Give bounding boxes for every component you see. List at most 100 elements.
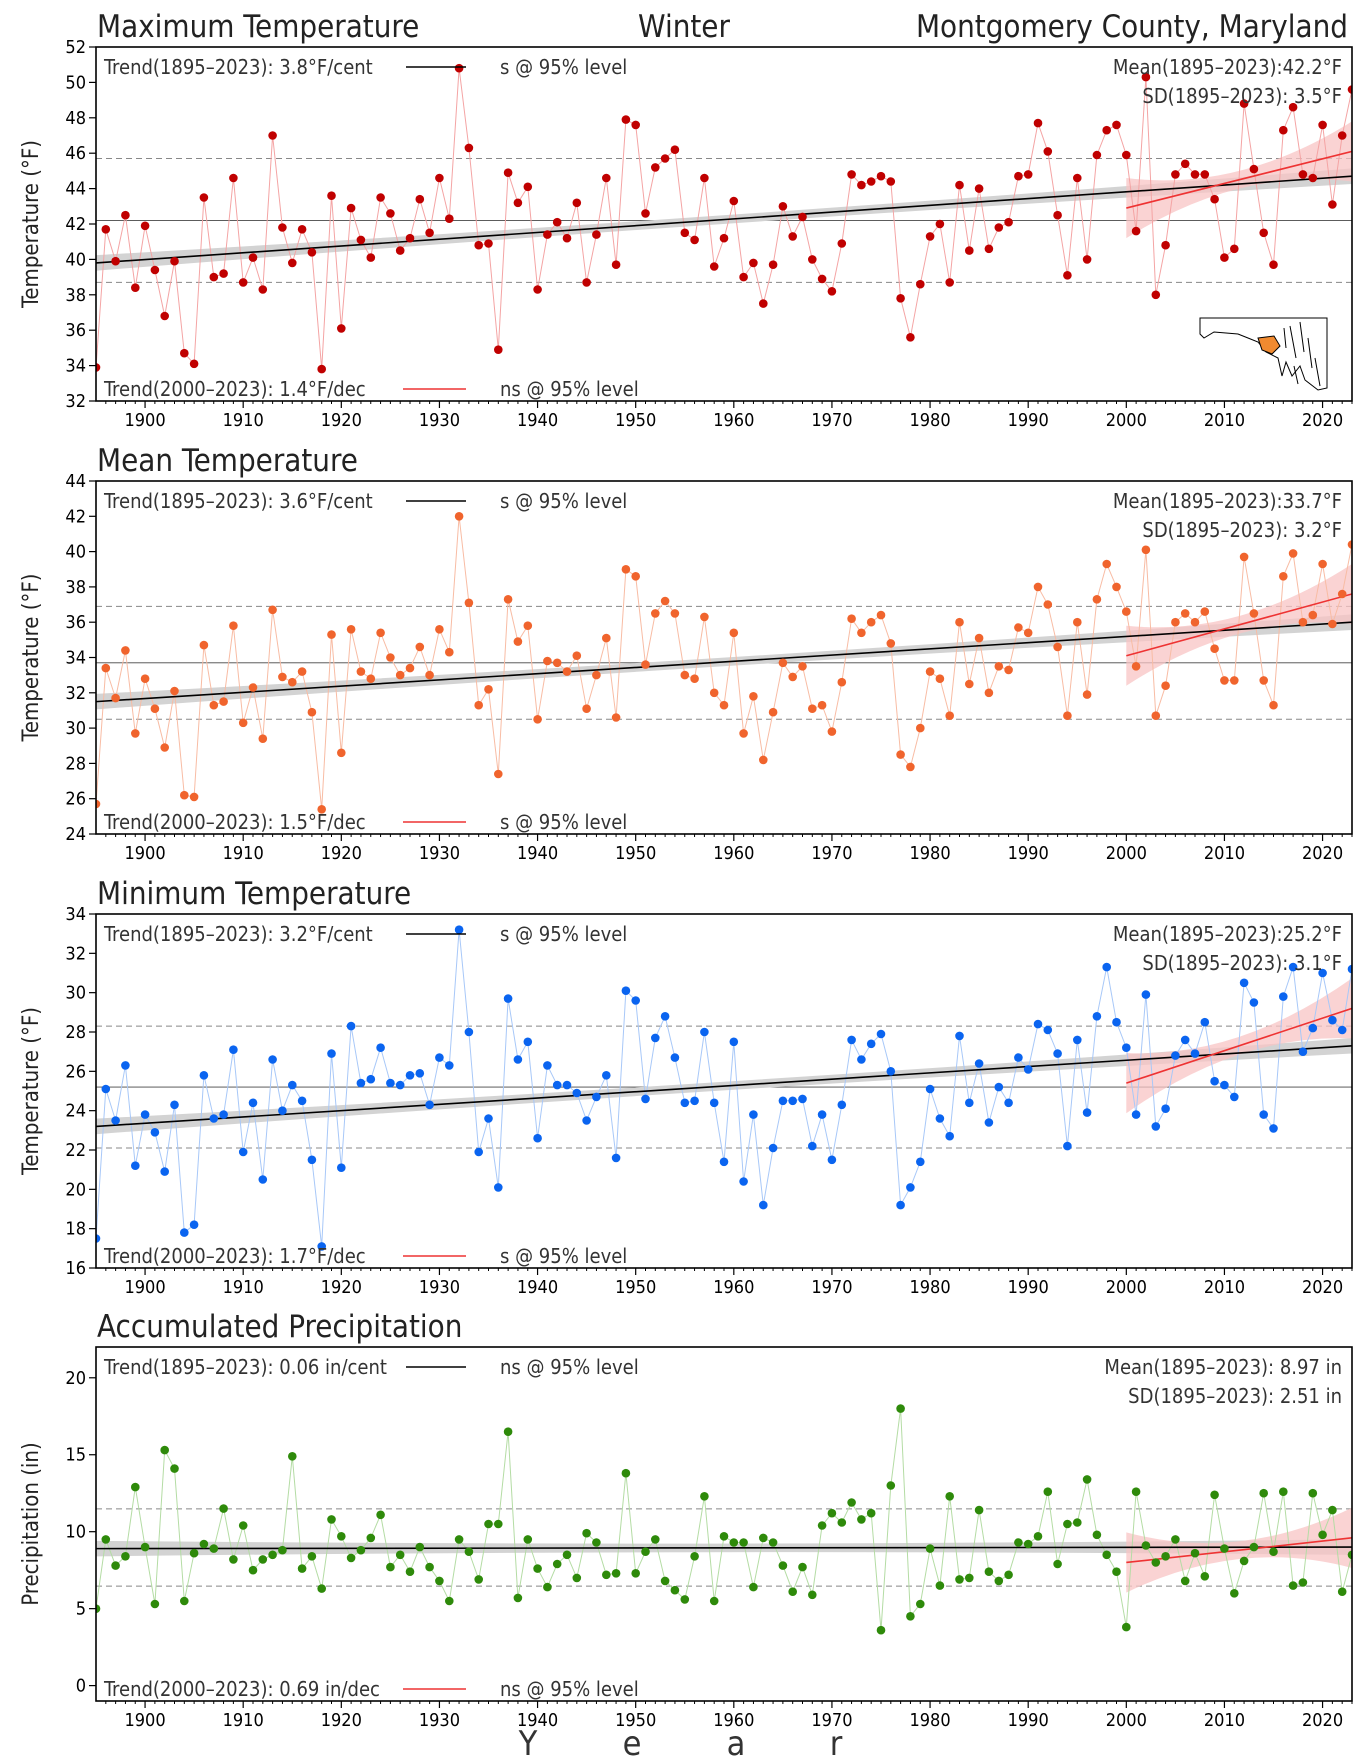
x-tick-label: 1980 — [909, 843, 950, 864]
data-point — [513, 637, 523, 646]
data-point — [876, 1029, 886, 1039]
panel-title-mean: Mean Temperature — [97, 443, 358, 479]
data-point — [602, 173, 611, 183]
data-point — [317, 1584, 327, 1593]
data-point — [1161, 240, 1170, 250]
data-point — [1269, 1124, 1278, 1133]
data-point — [1082, 690, 1092, 699]
data-point — [101, 225, 111, 234]
data-point — [170, 256, 179, 266]
data-point — [827, 287, 837, 296]
data-point — [248, 1098, 258, 1108]
data-point — [386, 1078, 395, 1088]
data-point — [916, 1599, 925, 1609]
x-tick-label: 2020 — [1302, 410, 1343, 431]
data-point — [896, 1200, 905, 1210]
data-point — [1337, 1587, 1347, 1596]
data-point — [1151, 1122, 1161, 1131]
data-point — [552, 217, 562, 227]
data-point — [1259, 1488, 1268, 1498]
data-point — [1220, 676, 1229, 685]
data-point — [965, 246, 974, 255]
data-point — [886, 1481, 896, 1490]
data-point — [160, 743, 169, 752]
y-tick-label: 24 — [65, 824, 86, 845]
data-point — [425, 670, 434, 680]
data-point — [719, 233, 729, 243]
data-point — [886, 639, 896, 648]
data-point — [994, 223, 1004, 232]
y-tick-label: 38 — [65, 285, 86, 306]
data-point — [1210, 1490, 1219, 1500]
data-point — [111, 693, 120, 703]
trend-line-long — [96, 621, 1352, 703]
sd-label: SD(1895–2023): 3.1°F — [1142, 951, 1342, 975]
data-point — [199, 1539, 209, 1549]
data-point — [484, 1519, 493, 1529]
data-point — [670, 1585, 680, 1595]
data-point — [955, 1575, 964, 1584]
data-point — [1230, 1092, 1239, 1102]
mean-label: Mean(1895–2023):33.7°F — [1113, 489, 1342, 513]
data-point — [356, 1545, 366, 1555]
data-point — [1288, 1581, 1298, 1590]
data-point — [680, 228, 690, 238]
y-tick-label: 5 — [76, 1599, 86, 1620]
y-tick-label: 46 — [65, 143, 86, 164]
y-axis-label: Temperature (°F) — [19, 140, 44, 309]
data-point — [533, 1133, 542, 1143]
data-point — [817, 1521, 827, 1530]
data-point — [101, 663, 111, 673]
data-point — [1337, 1025, 1347, 1035]
data-point — [484, 239, 493, 248]
data-point — [1131, 1487, 1141, 1496]
data-point — [1033, 1019, 1043, 1029]
data-point — [1151, 711, 1161, 720]
trend-line-long — [96, 1044, 1352, 1128]
data-point — [445, 1061, 454, 1070]
data-point — [464, 598, 474, 608]
mean-label: Mean(1895–2023):25.2°F — [1113, 922, 1342, 946]
data-point — [170, 1464, 179, 1473]
data-point — [621, 1468, 631, 1478]
data-point — [896, 1404, 905, 1413]
y-axis-label: Temperature (°F) — [19, 574, 44, 743]
data-point — [1347, 85, 1352, 94]
y-tick-label: 32 — [65, 943, 86, 964]
data-point — [356, 1078, 366, 1088]
data-point — [415, 194, 425, 204]
trend-recent-label: Trend(2000–2023): 0.69 in/dec — [103, 1677, 380, 1701]
data-point — [1200, 1017, 1210, 1027]
data-point — [376, 193, 385, 202]
data-point — [1210, 644, 1219, 653]
data-point — [729, 1037, 739, 1047]
data-point — [1141, 72, 1151, 82]
data-point — [1053, 1049, 1062, 1058]
data-point — [160, 1445, 169, 1455]
data-point — [739, 729, 748, 738]
data-point — [395, 1080, 405, 1090]
data-point — [876, 1625, 886, 1635]
y-tick-label: 44 — [65, 179, 86, 200]
data-point — [494, 1183, 503, 1192]
data-point — [945, 1492, 954, 1501]
y-tick-label: 42 — [65, 506, 86, 527]
trend-long-label: Trend(1895–2023): 3.6°F/cent — [103, 489, 373, 513]
x-axis-label-letter: a — [727, 1724, 746, 1760]
x-tick-label: 2000 — [1106, 1710, 1147, 1731]
state-coastline — [1283, 321, 1321, 387]
x-tick-label: 1940 — [517, 410, 558, 431]
data-point — [327, 1515, 336, 1524]
data-point — [857, 628, 866, 638]
data-point — [955, 1031, 964, 1041]
x-tick-label: 2020 — [1302, 843, 1343, 864]
data-point — [1102, 1550, 1111, 1560]
panel-title-min: Minimum Temperature — [97, 876, 411, 912]
x-axis-label-letter: r — [830, 1724, 843, 1760]
data-point — [1043, 1025, 1053, 1035]
data-point — [346, 203, 356, 213]
data-point — [1102, 962, 1111, 972]
data-point — [209, 272, 219, 282]
data-point — [356, 667, 366, 676]
data-point — [945, 1131, 954, 1141]
